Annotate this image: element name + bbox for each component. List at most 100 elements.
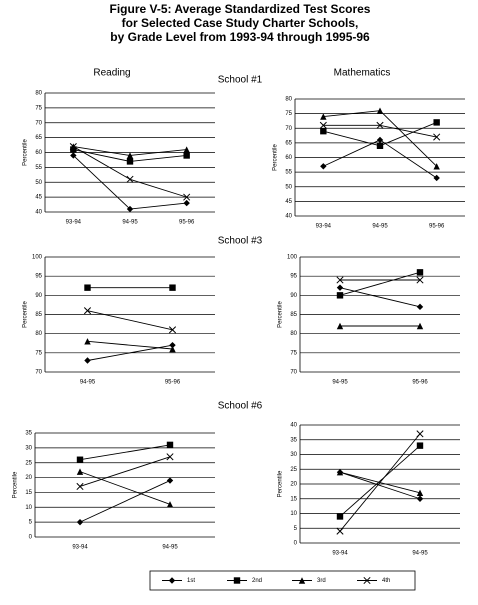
y-tick-label: 25 <box>290 467 297 473</box>
y-tick-label: 20 <box>25 475 32 481</box>
marker <box>416 489 424 497</box>
y-axis-label: Percentile <box>13 471 19 498</box>
y-tick-label: 15 <box>25 490 32 496</box>
x-tick-label: 94-95 <box>332 380 348 386</box>
marker <box>169 284 176 291</box>
x-tick-label: 94-95 <box>80 380 96 386</box>
legend-box <box>149 570 416 591</box>
figure-title: for Selected Case Study Charter Schools, <box>122 16 359 30</box>
y-axis-label: Percentile <box>278 301 284 328</box>
marker <box>376 136 384 144</box>
marker <box>376 142 384 149</box>
legend-marker <box>233 577 241 584</box>
y-tick-label: 80 <box>35 331 42 337</box>
marker <box>84 284 91 291</box>
y-tick-label: 95 <box>35 274 42 280</box>
y-tick-label: 5 <box>294 526 298 532</box>
x-tick-label: 94-95 <box>122 220 138 226</box>
marker <box>416 430 424 438</box>
school-label: School #1 <box>218 75 263 86</box>
y-tick-label: 80 <box>285 97 292 103</box>
y-tick-label: 5 <box>29 520 33 526</box>
marker <box>76 468 84 475</box>
y-tick-label: 85 <box>290 312 297 318</box>
y-tick-label: 60 <box>285 155 292 161</box>
y-tick-label: 80 <box>35 91 42 97</box>
marker <box>320 163 327 170</box>
legend-marker <box>363 576 371 585</box>
marker <box>84 338 91 345</box>
y-tick-label: 90 <box>290 293 297 299</box>
marker <box>433 119 440 126</box>
series-line <box>339 433 421 532</box>
marker <box>166 477 174 484</box>
x-tick-label: 93-94 <box>72 545 88 551</box>
y-tick-label: 70 <box>285 126 292 132</box>
y-tick-label: 75 <box>35 105 42 111</box>
marker <box>183 193 191 201</box>
series-line <box>87 340 173 350</box>
marker <box>183 152 190 159</box>
y-tick-label: 10 <box>290 511 297 517</box>
x-tick-label: 95-96 <box>429 224 445 230</box>
marker <box>336 284 344 291</box>
y-tick-label: 15 <box>290 496 297 502</box>
marker <box>416 269 424 276</box>
school-label: School #6 <box>218 401 263 412</box>
marker <box>433 174 440 182</box>
marker <box>84 357 91 364</box>
marker <box>416 495 424 502</box>
y-tick-label: 65 <box>35 135 42 141</box>
y-tick-label: 25 <box>25 460 32 466</box>
figure-title: by Grade Level from 1993-94 through 1995… <box>110 30 370 44</box>
marker <box>336 527 344 535</box>
y-tick-label: 80 <box>290 331 297 337</box>
marker <box>416 322 424 330</box>
column-header: Reading <box>93 68 130 79</box>
marker <box>76 456 84 463</box>
marker <box>416 303 424 311</box>
y-tick-label: 45 <box>285 199 292 205</box>
x-tick-label: 94-95 <box>162 545 178 551</box>
marker <box>126 175 134 183</box>
marker <box>168 326 177 334</box>
y-tick-label: 55 <box>285 170 292 176</box>
school-label: School #3 <box>218 236 263 247</box>
legend-label: 3rd <box>317 578 326 584</box>
x-tick-label: 95-96 <box>165 380 181 386</box>
y-axis-label: Percentile <box>278 470 284 497</box>
y-tick-label: 30 <box>25 445 32 451</box>
x-tick-label: 93-94 <box>66 220 82 226</box>
y-tick-label: 75 <box>35 350 42 356</box>
series-line <box>79 480 171 523</box>
marker <box>166 501 174 508</box>
y-tick-label: 50 <box>285 184 292 190</box>
marker <box>416 276 424 284</box>
marker <box>83 307 92 315</box>
y-tick-label: 50 <box>35 180 42 186</box>
series-line <box>87 310 173 331</box>
y-tick-label: 100 <box>287 255 298 261</box>
y-tick-label: 30 <box>290 452 297 458</box>
marker <box>319 121 327 129</box>
series-line <box>339 471 421 500</box>
y-axis-label: Percentile <box>23 301 29 328</box>
series-line <box>79 471 171 505</box>
y-tick-label: 35 <box>25 431 32 437</box>
y-tick-label: 0 <box>294 541 298 547</box>
y-tick-label: 100 <box>32 255 43 261</box>
marker <box>69 142 77 151</box>
y-tick-label: 70 <box>35 120 42 126</box>
legend-label: 4th <box>382 578 390 584</box>
column-header: Mathematics <box>334 68 391 79</box>
marker <box>126 158 134 165</box>
series-line <box>79 456 171 487</box>
legend-label: 2nd <box>252 578 262 584</box>
series-line <box>339 445 421 517</box>
marker <box>70 152 77 159</box>
y-tick-label: 90 <box>35 293 42 299</box>
y-tick-label: 70 <box>290 370 297 376</box>
x-tick-label: 93-94 <box>332 551 348 557</box>
legend-marker <box>298 577 306 584</box>
